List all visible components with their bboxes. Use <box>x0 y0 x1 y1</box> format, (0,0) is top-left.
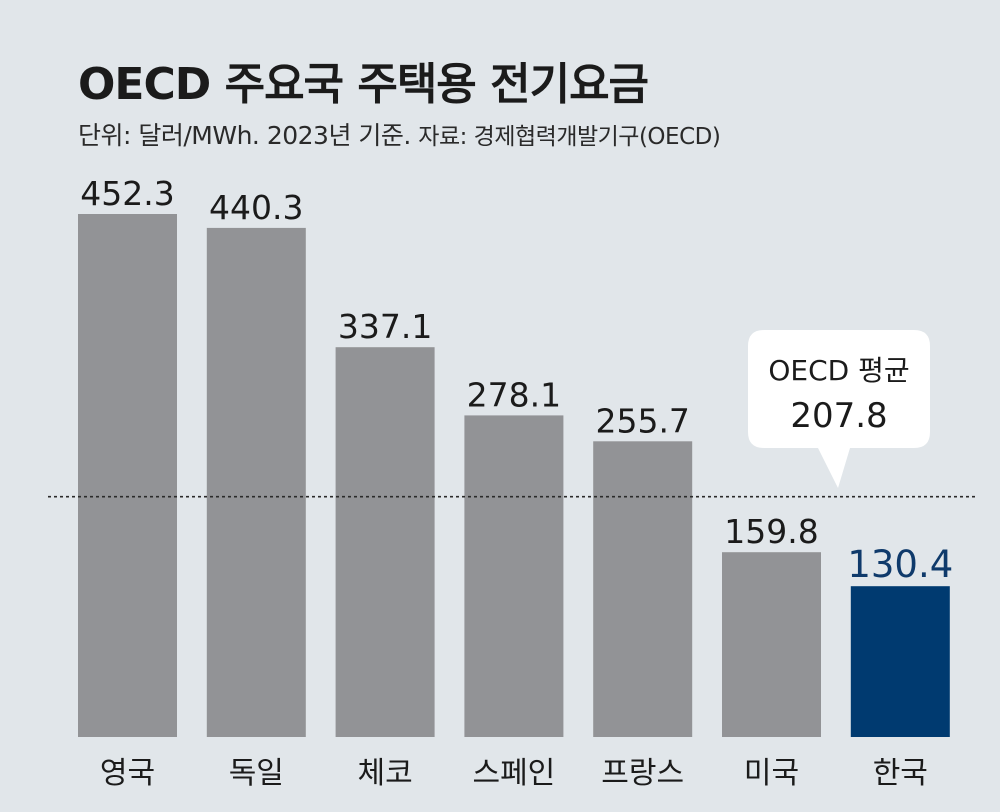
category-label-3: 스페인 <box>472 756 555 791</box>
bar-6 <box>850 586 950 737</box>
bar-value-label-0: 452.3 <box>80 174 174 213</box>
bar-1 <box>206 227 306 737</box>
bar-value-label-4: 255.7 <box>595 401 689 440</box>
average-value: 207.8 <box>790 396 887 436</box>
bar-5 <box>722 552 821 737</box>
category-label-2: 체코 <box>357 756 412 791</box>
category-label-4: 프랑스 <box>601 756 684 791</box>
bar-value-label-5: 159.8 <box>724 512 818 551</box>
average-callout <box>748 330 930 488</box>
bar-3 <box>464 415 564 737</box>
category-label-0: 영국 <box>100 756 155 791</box>
bar-value-label-2: 337.1 <box>338 307 432 346</box>
category-label-5: 미국 <box>744 756 799 791</box>
category-label-1: 독일 <box>229 756 284 791</box>
bar-4 <box>593 441 693 737</box>
chart-title: OECD 주요국 주택용 전기요금 <box>78 59 649 110</box>
subtitle-unit: 단위: 달러/MWh. 2023년 기준. <box>78 121 411 150</box>
bar-value-label-3: 278.1 <box>467 375 561 414</box>
bar-0 <box>78 214 177 737</box>
category-label-6: 한국 <box>873 756 928 791</box>
bar-value-label-6: 130.4 <box>847 543 953 586</box>
bar-value-label-1: 440.3 <box>209 188 303 227</box>
bar-2 <box>335 347 435 737</box>
average-label: OECD 평균 <box>768 354 909 387</box>
chart-subtitle: 단위: 달러/MWh. 2023년 기준. 자료: 경제협력개발기구(OECD) <box>78 116 721 152</box>
subtitle-source: 자료: 경제협력개발기구(OECD) <box>418 124 721 150</box>
